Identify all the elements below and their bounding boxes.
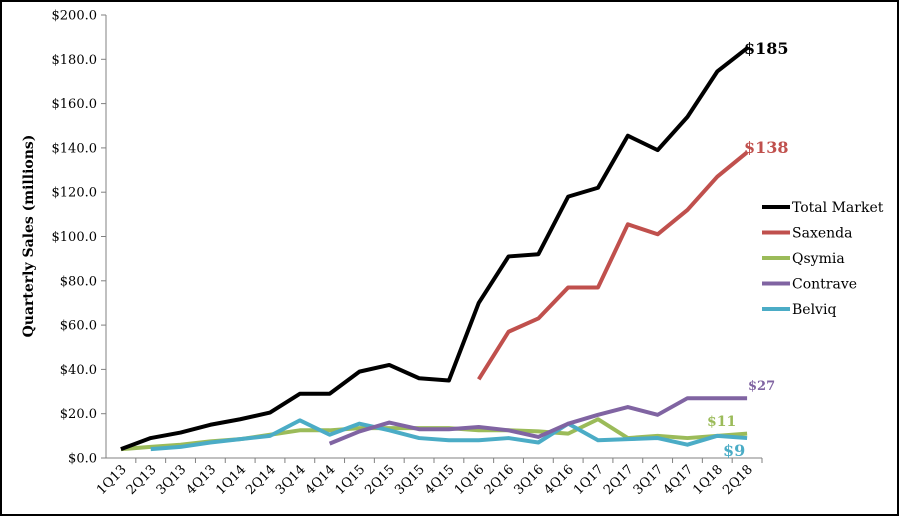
x-tick-label: 4Q14: [303, 462, 339, 498]
x-tick-labels: 1Q132Q133Q134Q131Q142Q143Q144Q141Q152Q15…: [94, 462, 756, 498]
x-tick-label: 2Q16: [482, 462, 518, 498]
y-tick-label: $20.0: [60, 407, 97, 422]
axes: [101, 14, 763, 463]
end-label-belviq: $9: [723, 441, 745, 460]
x-tick-label: 2Q18: [720, 462, 756, 498]
y-tick-label: $120.0: [52, 186, 98, 201]
x-tick-label: 1Q16: [452, 462, 488, 498]
y-tick-label: $100.0: [52, 230, 98, 245]
end-label-total-market: $185: [744, 39, 789, 58]
series-line-belviq: [150, 418, 748, 452]
x-tick-label: 4Q13: [183, 462, 219, 498]
y-axis-label: Quarterly Sales (millions): [21, 135, 37, 338]
y-tick-label: $160.0: [52, 97, 98, 112]
x-tick-label: 4Q16: [541, 462, 577, 498]
x-tick-label: 3Q14: [273, 462, 309, 498]
x-tick-label: 1Q15: [333, 462, 369, 498]
legend-label-contrave: Contrave: [792, 277, 857, 293]
y-tick-label: $200.0: [52, 9, 98, 24]
x-tick-label: 3Q16: [511, 462, 547, 498]
y-tick-labels: $0.0 $20.0 $40.0 $60.0 $80.0 $100.0 $120.0 $140…: [52, 9, 98, 467]
legend-label-saxenda: Saxenda: [792, 226, 852, 242]
end-value-labels: $185 $138 $27 $11 $9: [707, 39, 789, 460]
x-tick-label: 1Q17: [571, 462, 607, 498]
legend-label-total-market: Total Market: [792, 200, 884, 216]
x-tick-label: 2Q13: [124, 462, 160, 498]
y-tick-label: $40.0: [60, 363, 97, 378]
x-tick-label: 1Q14: [213, 462, 249, 498]
y-tick-label: $80.0: [60, 274, 97, 289]
y-tick-label: $180.0: [52, 53, 98, 68]
x-tick-label: 4Q17: [661, 462, 697, 498]
series-line-contrave: [328, 396, 748, 446]
x-tick-label: 2Q14: [243, 462, 279, 498]
legend-label-belviq: Belviq: [792, 302, 836, 318]
series-line-total-market: [120, 46, 749, 452]
x-tick-label: 2Q15: [362, 462, 398, 498]
y-tick-label: $0.0: [68, 452, 97, 467]
x-tick-label: 3Q17: [631, 462, 667, 498]
y-tick-label: $60.0: [60, 319, 97, 334]
x-tick-label: 1Q18: [690, 462, 726, 498]
x-tick-label: 4Q15: [422, 462, 458, 498]
series-line-saxenda: [477, 150, 749, 381]
x-tick-label: 1Q13: [94, 462, 130, 498]
end-label-contrave: $27: [748, 379, 775, 394]
end-label-saxenda: $138: [744, 138, 789, 157]
end-label-qsymia: $11: [707, 414, 736, 430]
x-tick-label: 3Q15: [392, 462, 428, 498]
x-tick-label: 3Q13: [154, 462, 190, 498]
x-tick-label: 2Q17: [601, 462, 637, 498]
legend: Total Market Saxenda Qsymia Contrave Belviq: [762, 200, 884, 318]
series-lines: [120, 46, 749, 452]
legend-label-qsymia: Qsymia: [792, 251, 845, 267]
y-tick-label: $140.0: [52, 141, 98, 156]
